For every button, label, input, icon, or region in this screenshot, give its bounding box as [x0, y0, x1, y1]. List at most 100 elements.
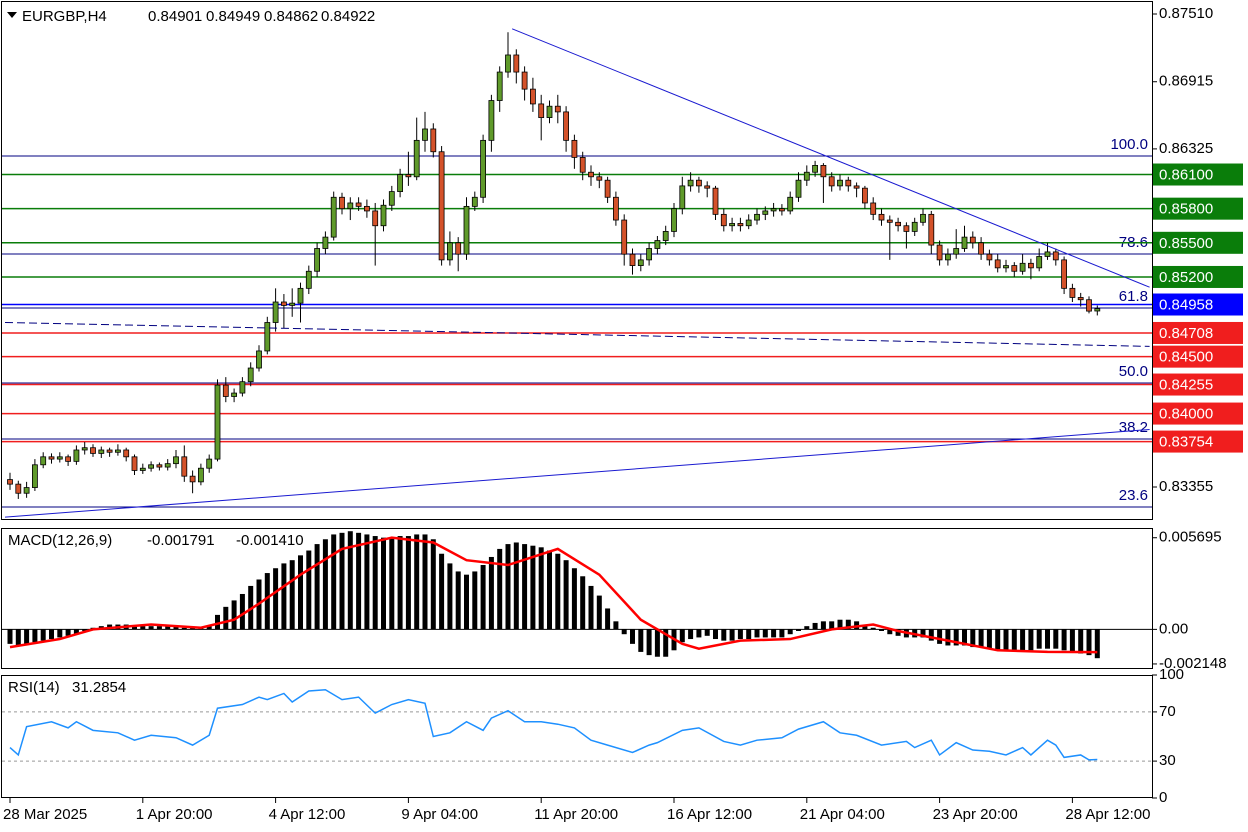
y-tick-label: 0.00	[1159, 620, 1188, 637]
macd-bar	[264, 573, 270, 630]
candle-body	[380, 204, 387, 227]
y-tick-label: 0.83355	[1159, 478, 1213, 495]
candle-body	[455, 242, 462, 255]
price-level-box	[1153, 373, 1243, 396]
price-level-label: 0.84708	[1159, 325, 1213, 342]
macd-bar	[879, 629, 884, 631]
macd-bar	[895, 629, 901, 636]
candle-body	[488, 100, 495, 141]
macd-bar	[845, 619, 851, 630]
candle-body	[1069, 287, 1076, 298]
macd-bar	[414, 534, 420, 630]
candle-body	[247, 367, 254, 383]
macd-bar	[7, 629, 13, 644]
symbol-menu-icon[interactable]	[7, 12, 17, 18]
macd-bar	[571, 568, 577, 630]
macd-bar	[654, 629, 660, 657]
candle-body	[56, 456, 63, 460]
candle-body	[1052, 251, 1059, 261]
macd-bar	[306, 550, 312, 630]
candle-body	[853, 185, 860, 189]
candle-body	[820, 165, 827, 178]
candle-body	[355, 202, 362, 207]
candle-body	[23, 487, 30, 494]
macd-bar	[430, 539, 436, 630]
macd-bar	[713, 629, 718, 640]
macd-bar	[555, 553, 561, 630]
macd-bar	[231, 600, 237, 630]
macd-bar	[928, 629, 934, 641]
price-level-label: 0.85200	[1159, 269, 1213, 286]
candle-body	[554, 105, 561, 113]
candle-body	[538, 103, 545, 118]
candle-body	[953, 248, 960, 255]
candle-body	[81, 447, 88, 451]
x-tick-label: 9 Apr 04:00	[401, 806, 478, 823]
candle-body	[521, 71, 528, 90]
macd-bar	[970, 629, 976, 648]
candle-body	[779, 208, 785, 212]
candle-body	[463, 205, 470, 255]
macd-bar	[696, 629, 702, 638]
candle-body	[98, 449, 105, 454]
price-panel-frame	[1, 1, 1153, 520]
trendline	[4, 429, 1150, 518]
candle-body	[206, 458, 213, 469]
candle-body	[123, 449, 130, 458]
candle-body	[812, 165, 818, 173]
macd-bar	[721, 629, 727, 641]
price-level-box	[1153, 321, 1243, 344]
candle-body	[363, 205, 370, 212]
macd-bar	[754, 629, 760, 638]
macd-bar	[15, 629, 21, 646]
x-tick-label: 16 Apr 12:00	[667, 806, 752, 823]
candle-body	[903, 225, 910, 232]
candle-body	[339, 196, 345, 210]
candle-body	[563, 111, 569, 141]
macd-bar	[40, 629, 46, 641]
macd-bar	[447, 563, 453, 630]
macd-bar	[455, 571, 461, 630]
macd-bar	[389, 537, 395, 630]
price-level-label: 0.84255	[1159, 377, 1213, 394]
macd-header-signal: -0.001410	[236, 532, 304, 549]
price-level-label: 0.85800	[1159, 201, 1213, 218]
candle-body	[613, 196, 619, 221]
candle-body	[40, 456, 47, 466]
macd-bar	[488, 556, 494, 630]
candle-body	[878, 213, 885, 221]
candle-body	[911, 221, 918, 232]
macd-bar	[746, 629, 752, 640]
candle-body	[289, 302, 296, 306]
macd-title: MACD(12,26,9)	[8, 532, 112, 549]
candle-body	[895, 221, 901, 227]
x-tick-label: 23 Apr 20:00	[933, 806, 1018, 823]
fibo-label: 23.6	[1119, 487, 1148, 504]
y-tick-label: 0.86915	[1159, 73, 1213, 90]
macd-bar	[132, 626, 137, 630]
candle-body	[936, 244, 943, 261]
candle-body	[388, 191, 395, 206]
price-level-label: 0.84000	[1159, 406, 1213, 423]
candle-body	[828, 176, 835, 187]
y-tick-label: 30	[1159, 752, 1176, 769]
macd-bar	[381, 537, 386, 630]
candle-body	[314, 248, 321, 272]
candle-body	[1011, 265, 1018, 272]
macd-bar	[962, 629, 967, 646]
candle-body	[115, 449, 121, 453]
y-tick-label: 0.005695	[1159, 529, 1222, 546]
price-level-label: 0.83754	[1159, 434, 1213, 451]
candle-body	[637, 259, 644, 266]
candle-body	[845, 179, 852, 187]
candle-body	[505, 54, 511, 73]
macd-bar	[1053, 629, 1059, 649]
macd-bar	[314, 544, 320, 630]
candle-body	[745, 219, 752, 227]
price-level-box	[1153, 293, 1243, 316]
candle-body	[372, 210, 379, 227]
macd-bar	[646, 629, 652, 656]
candle-body	[197, 467, 204, 483]
macd-bar	[273, 568, 279, 630]
candle-body	[787, 196, 794, 212]
